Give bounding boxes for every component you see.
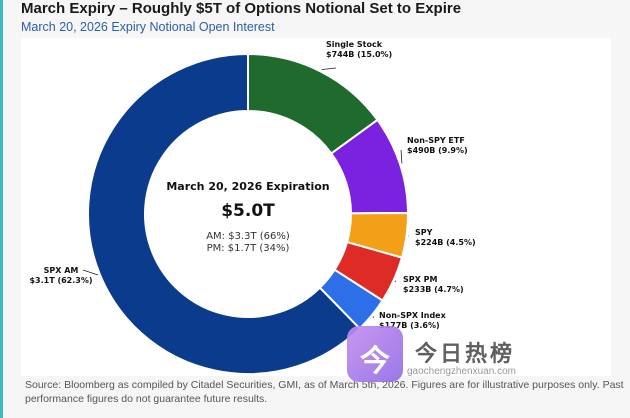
leader-line-non-spy-etf bbox=[400, 149, 403, 164]
center-heading: March 20, 2026 Expiration bbox=[166, 180, 329, 193]
chart-title: March Expiry – Roughly $5T of Options No… bbox=[21, 0, 462, 17]
watermark: 今 今日热榜 gaochengzhenxuan.com bbox=[347, 320, 571, 392]
watermark-name: 今日热榜 bbox=[415, 342, 516, 367]
watermark-logo-icon: 今 bbox=[347, 326, 403, 382]
donut-chart: Single Stock$744B (15.0%) Non-SPY ETF$490… bbox=[29, 40, 476, 375]
chart-area: Single Stock $744B (15.0%) Non-SPY ETF $490… bbox=[21, 38, 611, 376]
slice-label-value: $177B (3.6%) bbox=[379, 321, 440, 330]
center-total: $5.0T bbox=[221, 201, 275, 221]
leader-line-spx-pm bbox=[394, 280, 397, 283]
leader-line-single-stock bbox=[321, 67, 337, 71]
watermark-logo-glyph: 今 bbox=[360, 344, 390, 379]
slice-label-name: Non-SPX Index bbox=[379, 311, 447, 320]
slice-label-value: $233B (4.7%) bbox=[403, 285, 464, 294]
slice-label-value: $490B (9.9%) bbox=[407, 146, 468, 155]
slice-label-name: Single Stock bbox=[326, 40, 383, 49]
slice-label-name: SPX AM bbox=[44, 266, 79, 275]
slice-label-value: $744B (15.0%) bbox=[326, 50, 392, 59]
slice-label-name: Non-SPY ETF bbox=[407, 136, 465, 145]
slice-label-name: SPX PM bbox=[403, 275, 437, 284]
center-am: AM: $3.3T (66%) bbox=[206, 231, 290, 242]
slice-spx-am bbox=[87, 52, 362, 375]
leader-line-spx-am bbox=[82, 269, 99, 276]
slice-label-name: SPY bbox=[415, 228, 433, 237]
center-pm: PM: $1.7T (34%) bbox=[207, 243, 290, 254]
chart-subtitle: March 20, 2026 Expiry Notional Open Inte… bbox=[21, 20, 275, 34]
slice-label-value: $224B (4.5%) bbox=[415, 238, 476, 247]
source-note: Source: Bloomberg as compiled by Citadel… bbox=[25, 379, 624, 405]
slice-label-value: $3.1T (62.3%) bbox=[29, 276, 92, 285]
watermark-url: gaochengzhenxuan.com bbox=[407, 366, 516, 377]
